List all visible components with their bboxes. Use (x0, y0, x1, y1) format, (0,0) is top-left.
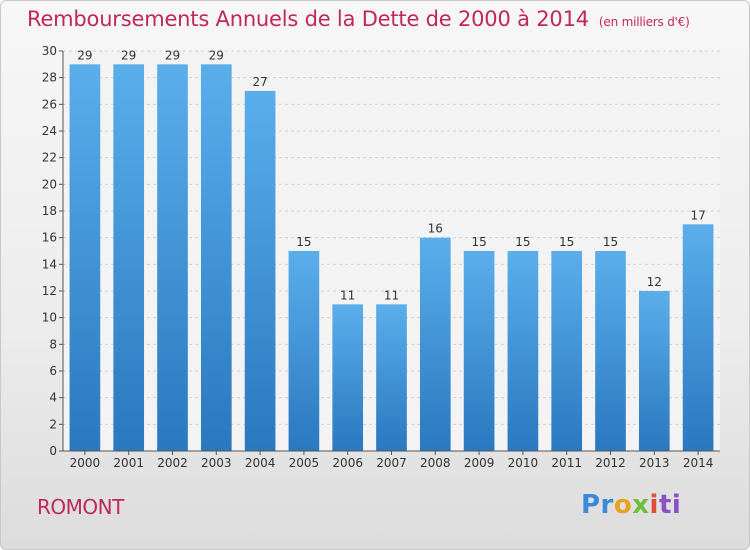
data-label: 12 (647, 275, 662, 289)
y-tick-label: 4 (49, 391, 57, 405)
y-tick-label: 2 (49, 417, 57, 431)
bar (288, 251, 320, 451)
data-label: 29 (209, 48, 224, 62)
bar (682, 224, 714, 451)
y-tick-label: 30 (42, 44, 57, 58)
x-tick-label: 2009 (464, 456, 495, 470)
proxiti-logo: Proxiti (581, 490, 681, 520)
data-label: 29 (165, 48, 180, 62)
bar (332, 304, 364, 451)
data-label: 15 (471, 235, 486, 249)
data-label: 29 (77, 48, 92, 62)
logo-part: o (613, 490, 633, 520)
x-tick-label: 2004 (245, 456, 276, 470)
bar (551, 251, 583, 451)
x-tick-label: 2012 (595, 456, 626, 470)
y-tick-label: 14 (42, 257, 57, 271)
data-label: 15 (559, 235, 574, 249)
x-tick-label: 2002 (157, 456, 188, 470)
data-label: 15 (603, 235, 618, 249)
bar (244, 91, 276, 451)
chart-title: Remboursements Annuels de la Dette de 20… (27, 7, 690, 31)
data-label: 29 (121, 48, 136, 62)
y-tick-label: 6 (49, 364, 57, 378)
x-tick-label: 2011 (551, 456, 582, 470)
bar (419, 237, 451, 451)
y-tick-label: 16 (42, 231, 57, 245)
x-tick-label: 2014 (683, 456, 714, 470)
data-label: 17 (690, 208, 705, 222)
y-tick-label: 20 (42, 177, 57, 191)
chart-title-text: Remboursements Annuels de la Dette de 20… (27, 7, 589, 31)
data-label: 11 (384, 288, 399, 302)
data-label: 15 (515, 235, 530, 249)
x-tick-label: 2007 (376, 456, 407, 470)
data-label: 16 (428, 222, 443, 236)
x-tick-label: 2000 (70, 456, 101, 470)
y-tick-label: 26 (42, 97, 57, 111)
data-label: 11 (340, 288, 355, 302)
data-label: 15 (296, 235, 311, 249)
bar (69, 64, 101, 452)
x-tick-label: 2008 (420, 456, 451, 470)
y-tick-label: 22 (42, 151, 57, 165)
x-tick-label: 2005 (289, 456, 320, 470)
x-tick-label: 2013 (639, 456, 670, 470)
logo-part: Pr (581, 490, 614, 520)
bar (507, 251, 539, 451)
logo-part: i (649, 490, 659, 520)
x-tick-label: 2006 (332, 456, 363, 470)
y-tick-label: 18 (42, 204, 57, 218)
y-tick-label: 12 (42, 284, 57, 298)
bar (157, 64, 188, 452)
y-tick-label: 24 (42, 124, 57, 138)
y-tick-label: 0 (49, 444, 57, 458)
bar (113, 64, 145, 452)
y-tick-label: 8 (49, 337, 57, 351)
y-tick-label: 28 (42, 71, 57, 85)
bar (463, 251, 495, 451)
chart-subtitle: (en milliers d'€) (598, 15, 690, 29)
x-tick-label: 2001 (113, 456, 144, 470)
logo-part: x (632, 490, 650, 520)
bar (376, 304, 407, 451)
x-tick-label: 2010 (508, 456, 539, 470)
city-name: ROMONT (37, 495, 124, 519)
y-tick-label: 10 (42, 311, 57, 325)
bar (595, 251, 626, 451)
bar (200, 64, 232, 452)
x-tick-label: 2003 (201, 456, 232, 470)
bar (638, 291, 670, 451)
logo-part: ti (658, 490, 682, 520)
data-label: 27 (252, 75, 267, 89)
